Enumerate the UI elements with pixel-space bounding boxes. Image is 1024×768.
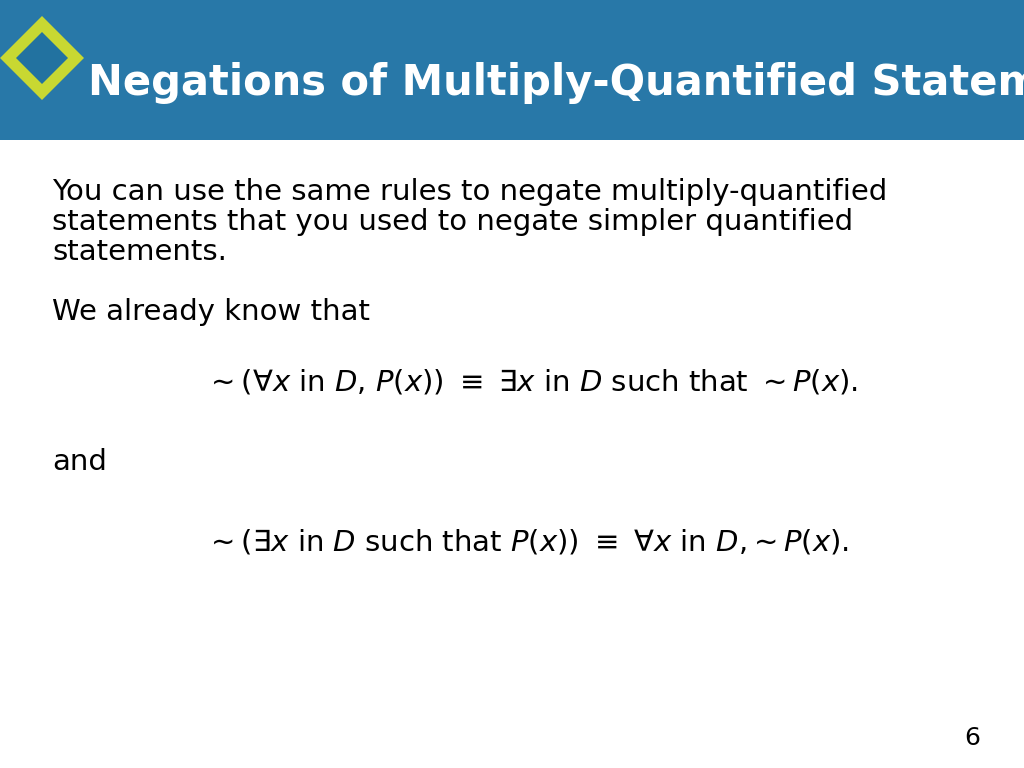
- Text: $\sim$($\exists$$x$ in $D$ such that $P$($x$)) $\equiv$ $\forall$$x$ in $D$,$\si: $\sim$($\exists$$x$ in $D$ such that $P$…: [205, 528, 849, 557]
- Text: statements.: statements.: [52, 238, 227, 266]
- Polygon shape: [16, 32, 68, 84]
- Text: We already know that: We already know that: [52, 298, 370, 326]
- Bar: [0, 0, 1024, 140]
- Text: You can use the same rules to negate multiply-quantified: You can use the same rules to negate mul…: [52, 178, 887, 206]
- Text: 6: 6: [964, 726, 980, 750]
- Text: Negations of Multiply-Quantified Statements: Negations of Multiply-Quantified Stateme…: [88, 62, 1024, 104]
- Text: and: and: [52, 448, 106, 476]
- Polygon shape: [0, 16, 84, 100]
- Text: $\sim$($\forall$$x$ in $D$, $P$($x$)) $\equiv$ $\exists$$x$ in $D$ such that $\s: $\sim$($\forall$$x$ in $D$, $P$($x$)) $\…: [205, 368, 858, 397]
- Text: statements that you used to negate simpler quantified: statements that you used to negate simpl…: [52, 208, 853, 236]
